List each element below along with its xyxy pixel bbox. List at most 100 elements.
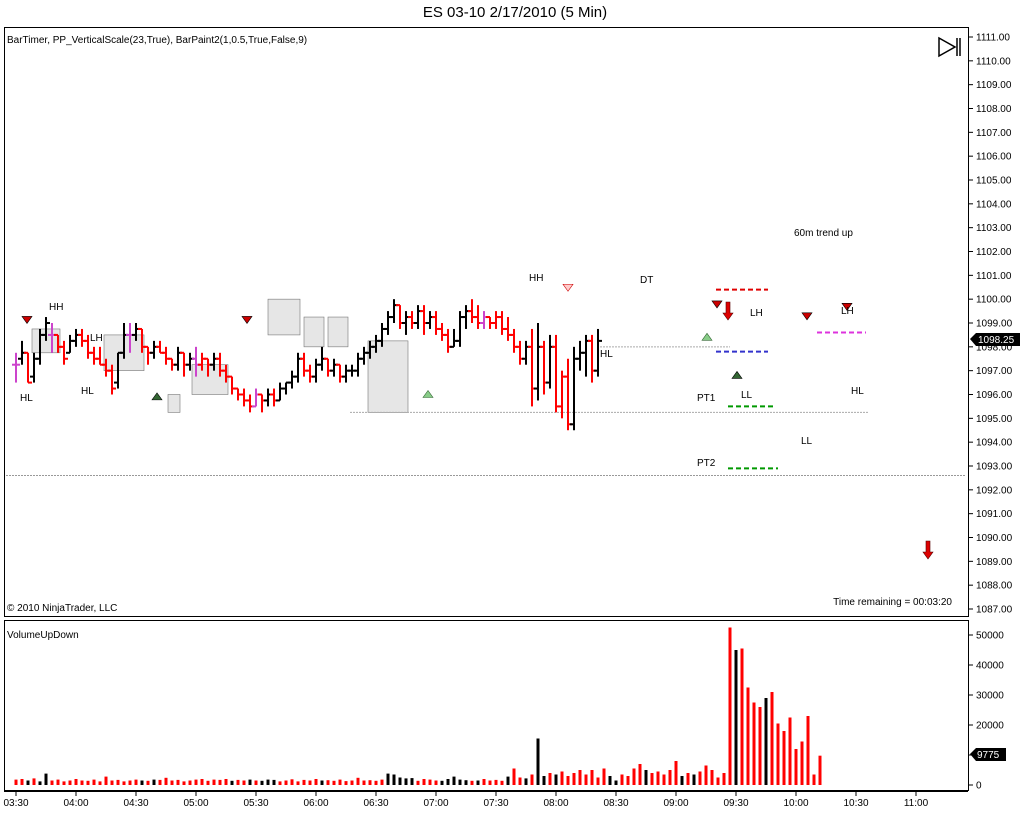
price-tick-label: 1099.00 [976, 319, 1013, 330]
time-remaining-text: Time remaining = 00:03:20 [833, 597, 952, 608]
volume-bar [662, 774, 666, 785]
price-tick-label: 1093.00 [976, 462, 1013, 473]
volume-bar [794, 749, 798, 785]
sell-signal-icon [21, 316, 33, 324]
current-price-text: 1098.25 [978, 335, 1015, 346]
pattern-label-ll: LL [801, 436, 813, 447]
volume-bar [428, 779, 432, 785]
volume-bar [764, 698, 768, 785]
reference-lines [6, 288, 966, 477]
time-tick-label: 06:00 [303, 798, 328, 809]
volume-bar [80, 780, 84, 785]
pattern-label-hh: HH [49, 302, 63, 313]
volume-bar [302, 779, 306, 785]
volume-bar [638, 764, 642, 785]
sell-signal-icon [841, 303, 853, 311]
target-label-pt1: PT1 [697, 393, 716, 404]
price-tick-label: 1109.00 [976, 80, 1012, 91]
pattern-label-lh: LH [841, 306, 854, 317]
volume-bar [674, 761, 678, 785]
volume-bar [314, 779, 318, 785]
pattern-label-lh: LH [90, 333, 103, 344]
volume-bar [584, 774, 588, 785]
volume-bar [206, 780, 210, 785]
volume-bar [182, 781, 186, 785]
volume-bar [758, 707, 762, 785]
volume-tick-label: 20000 [976, 721, 1004, 732]
volume-bar [188, 780, 192, 785]
time-tick-label: 09:00 [663, 798, 688, 809]
volume-bar [692, 774, 696, 785]
consolidation-box [191, 364, 229, 395]
volume-bar [158, 779, 162, 785]
volume-tick-label: 0 [976, 781, 982, 792]
volume-bar [788, 717, 792, 785]
volume-bar [170, 780, 174, 785]
volume-bar [704, 765, 708, 785]
buy-signal-icon [701, 332, 713, 341]
volume-bar [398, 777, 402, 785]
volume-bar [332, 780, 336, 785]
price-tick-label: 1106.00 [976, 152, 1012, 163]
volume-bar [200, 779, 204, 785]
volume-bar [362, 780, 366, 785]
copyright-text: © 2010 NinjaTrader, LLC [7, 603, 117, 614]
volume-bar [110, 780, 114, 785]
price-tick-label: 1090.00 [976, 533, 1013, 544]
volume-bar [470, 780, 474, 785]
price-tick-label: 1105.00 [976, 176, 1012, 187]
time-tick-label: 10:00 [783, 798, 808, 809]
volume-bar [482, 779, 486, 785]
volume-bar [746, 687, 750, 785]
time-tick-label: 08:00 [543, 798, 568, 809]
volume-bar [734, 650, 738, 785]
volume-bars [14, 627, 822, 785]
price-tick-label: 1107.00 [976, 128, 1012, 139]
scroll-to-end-icon[interactable] [938, 36, 961, 58]
volume-bar [284, 780, 288, 785]
volume-bar [14, 779, 18, 785]
volume-bar [626, 776, 630, 785]
volume-bar [56, 779, 60, 785]
volume-bar [614, 780, 618, 785]
volume-bar [488, 780, 492, 785]
time-tick-label: 05:00 [183, 798, 208, 809]
pattern-label-hl: HL [851, 386, 864, 397]
volume-bar [818, 755, 822, 785]
volume-bar [656, 771, 660, 785]
volume-bar [350, 780, 354, 785]
price-tick-label: 1110.00 [976, 56, 1011, 67]
volume-bar [770, 692, 774, 785]
consolidation-box [367, 340, 409, 413]
volume-bar [404, 778, 408, 785]
volume-bar [380, 779, 384, 785]
volume-bar [590, 770, 594, 785]
buy-signal-icon [151, 392, 163, 401]
volume-bar [74, 779, 78, 785]
volume-bar [68, 780, 72, 785]
time-tick-label: 09:30 [723, 798, 748, 809]
volume-bar [386, 773, 390, 785]
volume-bar [230, 780, 234, 785]
down-arrow-icon [922, 540, 934, 560]
volume-bar [494, 779, 498, 785]
time-tick-label: 10:30 [843, 798, 868, 809]
volume-bar [566, 776, 570, 785]
sell-signal-icon [801, 312, 813, 321]
buy-signal-icon [422, 389, 434, 398]
volume-bar [812, 774, 816, 785]
volume-bar [446, 779, 450, 785]
volume-bar [38, 781, 42, 785]
sell-signal-icon [241, 316, 253, 324]
volume-bar [374, 780, 378, 785]
volume-bar [32, 778, 36, 785]
time-tick-label: 07:00 [423, 798, 448, 809]
volume-bar [698, 771, 702, 785]
volume-bar [164, 777, 168, 785]
price-tick-label: 1094.00 [976, 438, 1013, 449]
volume-bar [26, 780, 30, 785]
price-tick-label: 1098.00 [976, 342, 1013, 353]
consolidation-box [303, 316, 325, 348]
price-tick-label: 1102.00 [976, 247, 1012, 258]
